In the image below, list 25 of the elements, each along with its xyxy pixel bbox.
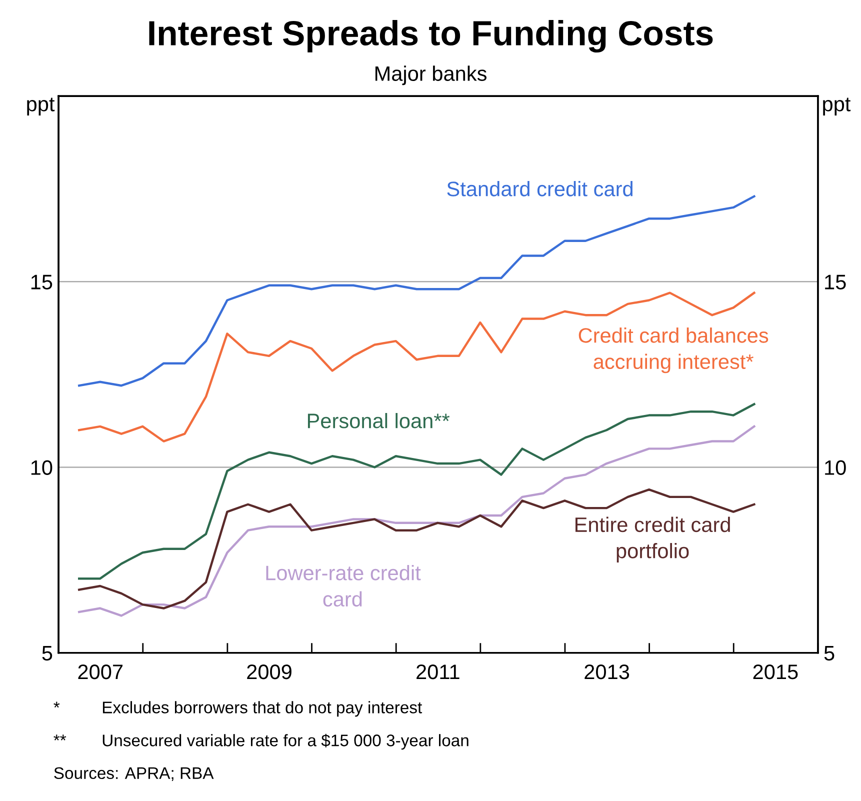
series-label: Lower-rate credit card — [266, 565, 421, 607]
x-tick-label: 2009 — [247, 664, 292, 680]
text: * Excludes borrowers that do not pay interest — [54, 701, 422, 717]
series-label: Entire credit card portfolio — [576, 516, 730, 562]
chart-subtitle: Major banks — [375, 66, 486, 86]
line-series — [78, 488, 756, 610]
y2-tick-label: 15 — [825, 274, 846, 290]
chart-title: Interest Spreads to Funding Costs — [149, 20, 713, 53]
y-tick-label: 10 — [31, 460, 52, 476]
y-tick-label: 15 — [31, 274, 52, 290]
x-tick-label: 2011 — [416, 664, 460, 680]
y-tick-label: 5 — [42, 646, 52, 661]
x-tick-label: 2015 — [753, 664, 798, 680]
line-series — [78, 403, 756, 580]
series-label: Standard credit card — [447, 181, 632, 196]
x-tick-label: 2013 — [584, 664, 630, 680]
y-axis-title: ppt — [27, 98, 55, 116]
series-label: Personal loan** — [308, 413, 450, 428]
text: ** Unsecured variable rate for a $15 000 3-year loan — [54, 734, 468, 750]
y2-tick-label: 5 — [824, 646, 834, 661]
series-label: Credit card balances accruing interest* — [578, 328, 768, 374]
x-tick-label: 2007 — [78, 664, 122, 680]
source-note: Sources: APRA; RBA — [54, 767, 214, 782]
y2-axis-title: ppt — [823, 98, 851, 116]
y2-tick-label: 10 — [825, 460, 846, 476]
